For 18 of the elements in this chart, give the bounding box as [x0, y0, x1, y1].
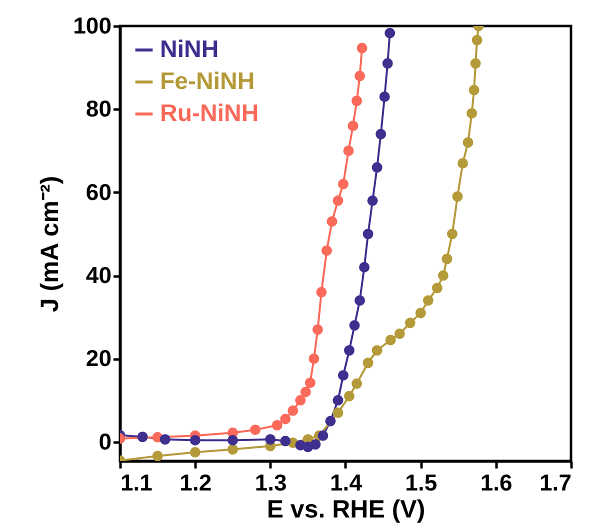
- y-tick-label: 100: [73, 12, 112, 38]
- x-tick-label: 1.6: [480, 470, 512, 496]
- y-tick-label: 20: [86, 345, 112, 372]
- x-tick-label: 1.4: [330, 470, 362, 496]
- x-tick-label: 1.1: [120, 470, 153, 496]
- x-tick-label: 1.3: [254, 470, 287, 496]
- x-axis-title: E vs. RHE (V): [266, 496, 426, 524]
- y-tick-label: 60: [86, 178, 112, 205]
- y-tick-label: 80: [86, 96, 112, 122]
- legend-label: Ru-NiNH: [160, 100, 259, 127]
- y-tick-label: 0: [98, 428, 112, 454]
- y-tick-label: 40: [86, 262, 112, 288]
- legend-label: NiNH: [160, 36, 219, 63]
- legend-label: Fe-NiNH: [160, 68, 255, 95]
- x-tick-label: 1.5: [405, 470, 438, 496]
- y-axis-title: J (mA cm⁻²): [36, 176, 64, 312]
- x-tick-label: 1.7: [540, 470, 572, 496]
- x-tick-label: 1.2: [180, 470, 212, 496]
